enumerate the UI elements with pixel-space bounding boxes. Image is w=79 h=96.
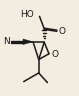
Text: N: N xyxy=(3,37,10,46)
Polygon shape xyxy=(23,39,33,45)
Text: HO: HO xyxy=(21,10,34,19)
Text: O: O xyxy=(59,27,66,36)
Text: O: O xyxy=(52,50,59,59)
